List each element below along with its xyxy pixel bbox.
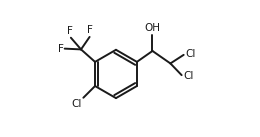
Text: Cl: Cl <box>72 99 82 109</box>
Text: F: F <box>87 25 93 35</box>
Text: F: F <box>67 26 73 36</box>
Text: Cl: Cl <box>185 49 195 59</box>
Text: F: F <box>57 44 63 54</box>
Text: OH: OH <box>145 23 160 33</box>
Text: Cl: Cl <box>183 71 193 81</box>
